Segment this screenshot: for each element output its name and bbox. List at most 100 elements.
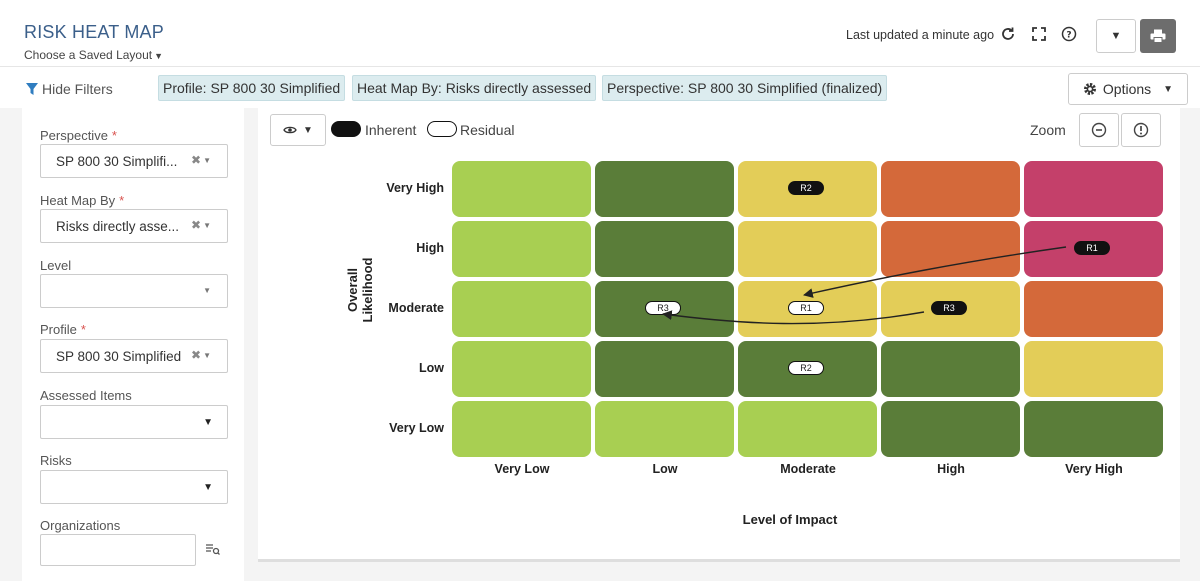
residual-legend-swatch [427, 121, 457, 137]
caret-down-icon: ▼ [203, 351, 211, 360]
organizations-label: Organizations [40, 518, 121, 533]
heat-cell-very-low-very-high[interactable] [1024, 401, 1163, 457]
filter-icon [26, 82, 38, 95]
filter-chip-perspective[interactable]: Perspective: SP 800 30 Simplified (final… [602, 75, 888, 101]
info-icon [1133, 122, 1149, 138]
last-updated-text: Last updated a minute ago [846, 28, 995, 42]
caret-down-icon: ▼ [303, 124, 313, 136]
heat-cell-high-very-low[interactable] [452, 221, 591, 277]
row-label-very-high: Very High [386, 181, 444, 195]
zoom-label: Zoom [1030, 122, 1066, 138]
assessed-items-select[interactable]: ▼ [40, 405, 228, 439]
options-button[interactable]: Options ▼ [1068, 73, 1188, 105]
hide-filters-label: Hide Filters [42, 81, 113, 97]
heat-cell-low-very-low[interactable] [452, 341, 591, 397]
clear-icon[interactable]: ✖ [190, 348, 201, 362]
caret-down-icon: ▼ [203, 221, 211, 230]
heat-cell-low-low[interactable] [595, 341, 734, 397]
zoom-out-button[interactable] [1079, 113, 1119, 147]
risk-marker-r1-residual[interactable]: R1 [788, 301, 824, 315]
heat-cell-high-high[interactable] [881, 221, 1020, 277]
heat-cell-very-high-very-high[interactable] [1024, 161, 1163, 217]
risk-marker-r2-residual[interactable]: R2 [788, 361, 824, 375]
risks-label: Risks [40, 453, 72, 468]
residual-legend-label: Residual [460, 122, 515, 138]
row-label-low: Low [419, 361, 444, 375]
heat-cell-high-low[interactable] [595, 221, 734, 277]
perspective-select[interactable]: SP 800 30 Simplifi... ✖ ▼ [40, 144, 228, 178]
organizations-input[interactable] [40, 534, 196, 566]
saved-layout-dropdown[interactable]: Choose a Saved Layout ▼ [24, 48, 163, 62]
col-label-moderate: Moderate [780, 462, 836, 476]
filter-bar: Hide Filters Profile: SP 800 30 Simplifi… [0, 66, 1200, 108]
y-axis-title: Overall Likelihood [345, 257, 375, 323]
heat-cell-very-high-very-low[interactable] [452, 161, 591, 217]
print-icon [1150, 29, 1166, 43]
inherent-legend-label: Inherent [365, 122, 417, 138]
col-label-very-high: Very High [1065, 462, 1123, 476]
profile-select[interactable]: SP 800 30 Simplified ✖ ▼ [40, 339, 228, 373]
eye-icon [283, 126, 297, 134]
zoom-out-icon [1091, 122, 1107, 138]
heat-cell-very-low-low[interactable] [595, 401, 734, 457]
fullscreen-icon[interactable] [1029, 24, 1049, 44]
view-toggle-button[interactable]: ▼ [270, 114, 326, 146]
heat-map-by-select[interactable]: Risks directly asse... ✖ ▼ [40, 209, 228, 243]
risk-marker-r3-inherent[interactable]: R3 [931, 301, 967, 315]
list-search-icon[interactable] [206, 544, 220, 559]
heat-cell-very-low-high[interactable] [881, 401, 1020, 457]
filter-chip-profile[interactable]: Profile: SP 800 30 Simplified [158, 75, 346, 101]
x-axis-title: Level of Impact [742, 512, 838, 527]
profile-label: Profile * [40, 322, 86, 337]
risks-select[interactable]: ▼ [40, 470, 228, 504]
level-label: Level [40, 258, 72, 273]
print-button[interactable] [1140, 19, 1176, 53]
heat-cell-very-high-low[interactable] [595, 161, 734, 217]
col-label-low: Low [652, 462, 678, 476]
page-title: RISK HEAT MAP [24, 22, 164, 42]
heat-cell-very-low-very-low[interactable] [452, 401, 591, 457]
risk-marker-r2-inherent[interactable]: R2 [788, 181, 824, 195]
col-label-very-low: Very Low [494, 462, 550, 476]
row-label-high: High [416, 241, 444, 255]
caret-down-icon: ▼ [203, 482, 213, 493]
row-label-very-low: Very Low [389, 421, 444, 435]
hide-filters-button[interactable]: Hide Filters [26, 81, 113, 97]
heat-map-by-label: Heat Map By * [40, 193, 125, 208]
heat-map-by-value: Risks directly asse... [56, 219, 180, 234]
heat-cell-low-very-high[interactable] [1024, 341, 1163, 397]
profile-value: SP 800 30 Simplified [56, 349, 182, 364]
inherent-legend-swatch [331, 121, 361, 137]
risk-marker-r1-inherent[interactable]: R1 [1074, 241, 1110, 255]
heat-cell-moderate-very-high[interactable] [1024, 281, 1163, 337]
saved-layout-label: Choose a Saved Layout [24, 48, 153, 62]
heat-cell-moderate-very-low[interactable] [452, 281, 591, 337]
heat-cell-low-high[interactable] [881, 341, 1020, 397]
heat-cell-very-low-moderate[interactable] [738, 401, 877, 457]
perspective-label: Perspective * [40, 128, 117, 143]
help-icon[interactable]: ? [1059, 24, 1079, 44]
header-dropdown-button[interactable]: ▼ [1096, 19, 1136, 53]
gear-icon [1083, 83, 1096, 95]
clear-icon[interactable]: ✖ [190, 218, 201, 232]
perspective-value: SP 800 30 Simplifi... [56, 154, 178, 169]
level-select[interactable]: ▼ [40, 274, 228, 308]
page-header: RISK HEAT MAP Choose a Saved Layout ▼ Las… [0, 0, 1200, 66]
caret-down-icon: ▼ [1163, 83, 1174, 95]
assessed-items-label: Assessed Items [40, 388, 132, 403]
caret-down-icon: ▼ [154, 51, 164, 61]
row-label-moderate: Moderate [388, 301, 444, 315]
clear-icon[interactable]: ✖ [190, 153, 201, 167]
caret-down-icon: ▼ [1110, 30, 1122, 42]
refresh-icon[interactable] [998, 24, 1018, 44]
caret-down-icon: ▼ [203, 417, 213, 428]
col-label-high: High [937, 462, 965, 476]
filter-chip-heat-map-by[interactable]: Heat Map By: Risks directly assessed [352, 75, 597, 101]
zoom-info-button[interactable] [1121, 113, 1161, 147]
heat-cell-high-moderate[interactable] [738, 221, 877, 277]
risk-marker-r3-residual[interactable]: R3 [645, 301, 681, 315]
options-label: Options [1102, 81, 1152, 97]
caret-down-icon: ▼ [203, 156, 211, 165]
heat-cell-very-high-high[interactable] [881, 161, 1020, 217]
svg-text:?: ? [1066, 31, 1071, 41]
